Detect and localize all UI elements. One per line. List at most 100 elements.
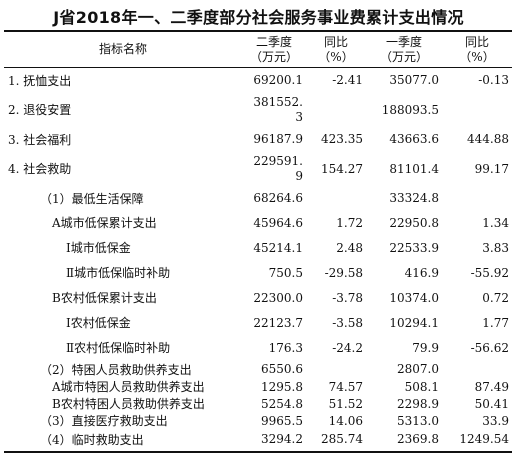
row-q2-amount: 96187.9 (253, 132, 303, 146)
row-q2-yoy: 154.27 (321, 161, 363, 176)
table-row: （1）最低生活保障 68264.6 33324.8 (4, 186, 512, 210)
row-q2-amount: 45214.1 (253, 240, 303, 255)
row-indicator-name: Ⅱ城市低保临时补助 (66, 266, 171, 280)
header-q1-yoy-unit: （%） (459, 49, 495, 64)
table-row: Ⅰ城市低保金 45214.1 2.48 22533.9 3.83 (4, 235, 512, 260)
row-q2-amount: 750.5 (268, 265, 303, 280)
row-q1-yoy (442, 186, 512, 210)
row-indicator-name: Ⅱ农村低保临时补助 (66, 341, 171, 355)
header-q1-yoy: 同比 （%） (442, 32, 512, 67)
header-q2-yoy-label: 同比 (323, 34, 348, 49)
header-q1-yoy-label: 同比 (464, 34, 489, 49)
row-q1-amount: 2369.8 (397, 432, 439, 446)
row-q2-yoy: 1.72 (336, 215, 363, 230)
row-indicator-name: A城市低保累计支出 (52, 216, 157, 230)
row-q2-amount: 6550.6 (261, 362, 303, 376)
row-q1-yoy (442, 360, 512, 378)
header-q1-amount: 一季度 （万元） (366, 32, 442, 67)
row-q2-yoy: -3.58 (332, 315, 363, 330)
row-q1-amount: 79.9 (412, 340, 439, 355)
header-indicator-name: 指标名称 (4, 32, 242, 67)
row-q2-amount-line: 9 (295, 168, 303, 183)
row-q2-amount: 3294.2 (261, 432, 303, 446)
row-q1-yoy: 1.34 (482, 215, 509, 230)
header-q1-unit: （万元） (379, 49, 428, 64)
row-q1-yoy: 1.77 (482, 315, 509, 330)
row-q1-yoy: 33.9 (482, 413, 509, 428)
row-q1-amount: 188093.5 (381, 102, 439, 117)
row-q1-yoy: 87.49 (474, 379, 509, 394)
row-q2-amount: 176.3 (268, 340, 303, 355)
row-q1-amount: 35077.0 (389, 73, 439, 87)
header-q2-label: 二季度 (255, 34, 292, 49)
header-q2-unit: （万元） (249, 49, 298, 64)
row-indicator-name: 3. 社会福利 (8, 132, 72, 147)
row-q2-amount: 22300.0 (253, 290, 303, 305)
row-q2-amount: 229591. 9 (242, 151, 306, 186)
row-q1-amount: 416.9 (404, 265, 439, 280)
row-q1-amount: 43663.6 (389, 132, 439, 146)
row-q2-yoy: -3.78 (332, 290, 363, 305)
table-row: 4. 社会救助 229591. 9 154.27 81101.4 99.17 (4, 151, 512, 186)
row-q2-amount: 45964.6 (253, 215, 303, 230)
table-row: B农村低保累计支出 22300.0 -3.78 10374.0 0.72 (4, 285, 512, 310)
table-row: 2. 退役安置 381552. 3 188093.5 (4, 92, 512, 127)
header-q2-yoy-unit: （%） (318, 49, 354, 64)
row-q2-amount-line: 3 (295, 109, 303, 124)
row-q2-amount: 69200.1 (253, 73, 303, 87)
row-indicator-name: 4. 社会救助 (8, 162, 72, 176)
row-q1-amount: 508.1 (404, 379, 439, 394)
row-indicator-name: 2. 退役安置 (8, 103, 72, 117)
table-row: （2）特困人员救助供养支出 6550.6 2807.0 (4, 360, 512, 378)
table-row: B农村特困人员救助供养支出 5254.8 51.52 2298.9 50.41 (4, 395, 512, 412)
row-q2-amount: 1295.8 (261, 379, 303, 394)
table-row: A城市低保累计支出 45964.6 1.72 22950.8 1.34 (4, 210, 512, 235)
row-q2-yoy: -29.58 (324, 265, 363, 280)
row-q2-yoy: 285.74 (321, 432, 363, 446)
row-q2-yoy: -2.41 (332, 73, 363, 87)
row-indicator-name: （4）临时救助支出 (40, 432, 144, 447)
table-row: Ⅱ城市低保临时补助 750.5 -29.58 416.9 -55.92 (4, 260, 512, 285)
header-q1-label: 一季度 (385, 34, 422, 49)
table-row: （3）直接医疗救助支出 9965.5 14.06 5313.0 33.9 (4, 412, 512, 429)
expenditure-table: 指标名称 二季度 （万元） 同比 （%） 一季度 （万元） 同比 （%） 1. … (4, 30, 512, 453)
row-q2-yoy (306, 186, 366, 210)
row-q2-amount: 5254.8 (261, 396, 303, 411)
row-indicator-name: B农村低保累计支出 (52, 291, 157, 305)
row-q2-yoy (306, 92, 366, 127)
row-q1-yoy: -0.13 (478, 73, 509, 87)
row-indicator-name: 1. 抚恤支出 (8, 73, 72, 88)
row-indicator-name: （3）直接医疗救助支出 (40, 414, 168, 428)
row-indicator-name: （1）最低生活保障 (40, 191, 144, 206)
row-q2-amount: 381552. 3 (242, 92, 306, 127)
row-indicator-name: B农村特困人员救助供养支出 (52, 397, 205, 411)
row-q2-yoy: 51.52 (328, 396, 363, 411)
row-q1-yoy: 0.72 (482, 290, 509, 305)
row-q1-amount: 22533.9 (389, 240, 439, 255)
header-q2-amount: 二季度 （万元） (242, 32, 306, 67)
row-indicator-name: Ⅰ城市低保金 (66, 241, 131, 255)
table-header: 指标名称 二季度 （万元） 同比 （%） 一季度 （万元） 同比 （%） (4, 32, 512, 68)
row-q2-amount: 22123.7 (253, 315, 303, 330)
row-q1-yoy: 50.41 (474, 396, 509, 411)
row-q1-amount: 2298.9 (397, 396, 439, 411)
row-q2-yoy: 74.57 (328, 379, 363, 394)
row-q1-amount: 33324.8 (389, 191, 439, 205)
row-q1-amount: 10294.1 (389, 315, 439, 330)
row-indicator-name: Ⅰ农村低保金 (66, 316, 131, 330)
row-q1-amount: 5313.0 (397, 413, 439, 428)
row-q2-yoy: -24.2 (332, 340, 363, 355)
row-q1-yoy: -56.62 (470, 340, 509, 355)
row-q1-yoy: -55.92 (470, 265, 509, 280)
row-q1-yoy: 444.88 (467, 132, 509, 146)
row-q2-yoy (306, 360, 366, 378)
header-q2-yoy: 同比 （%） (306, 32, 366, 67)
header-indicator-label: 指标名称 (98, 42, 147, 56)
row-indicator-name: A城市特困人员救助供养支出 (52, 380, 205, 394)
table-row: （4）临时救助支出 3294.2 285.74 2369.8 1249.54 (4, 429, 512, 449)
row-q2-amount: 9965.5 (261, 413, 303, 428)
row-q2-amount-line: 229591. (253, 153, 303, 168)
table-row: 3. 社会福利 96187.9 423.35 43663.6 444.88 (4, 127, 512, 151)
table-row: 1. 抚恤支出 69200.1 -2.41 35077.0 -0.13 (4, 68, 512, 92)
table-row: A城市特困人员救助供养支出 1295.8 74.57 508.1 87.49 (4, 378, 512, 395)
